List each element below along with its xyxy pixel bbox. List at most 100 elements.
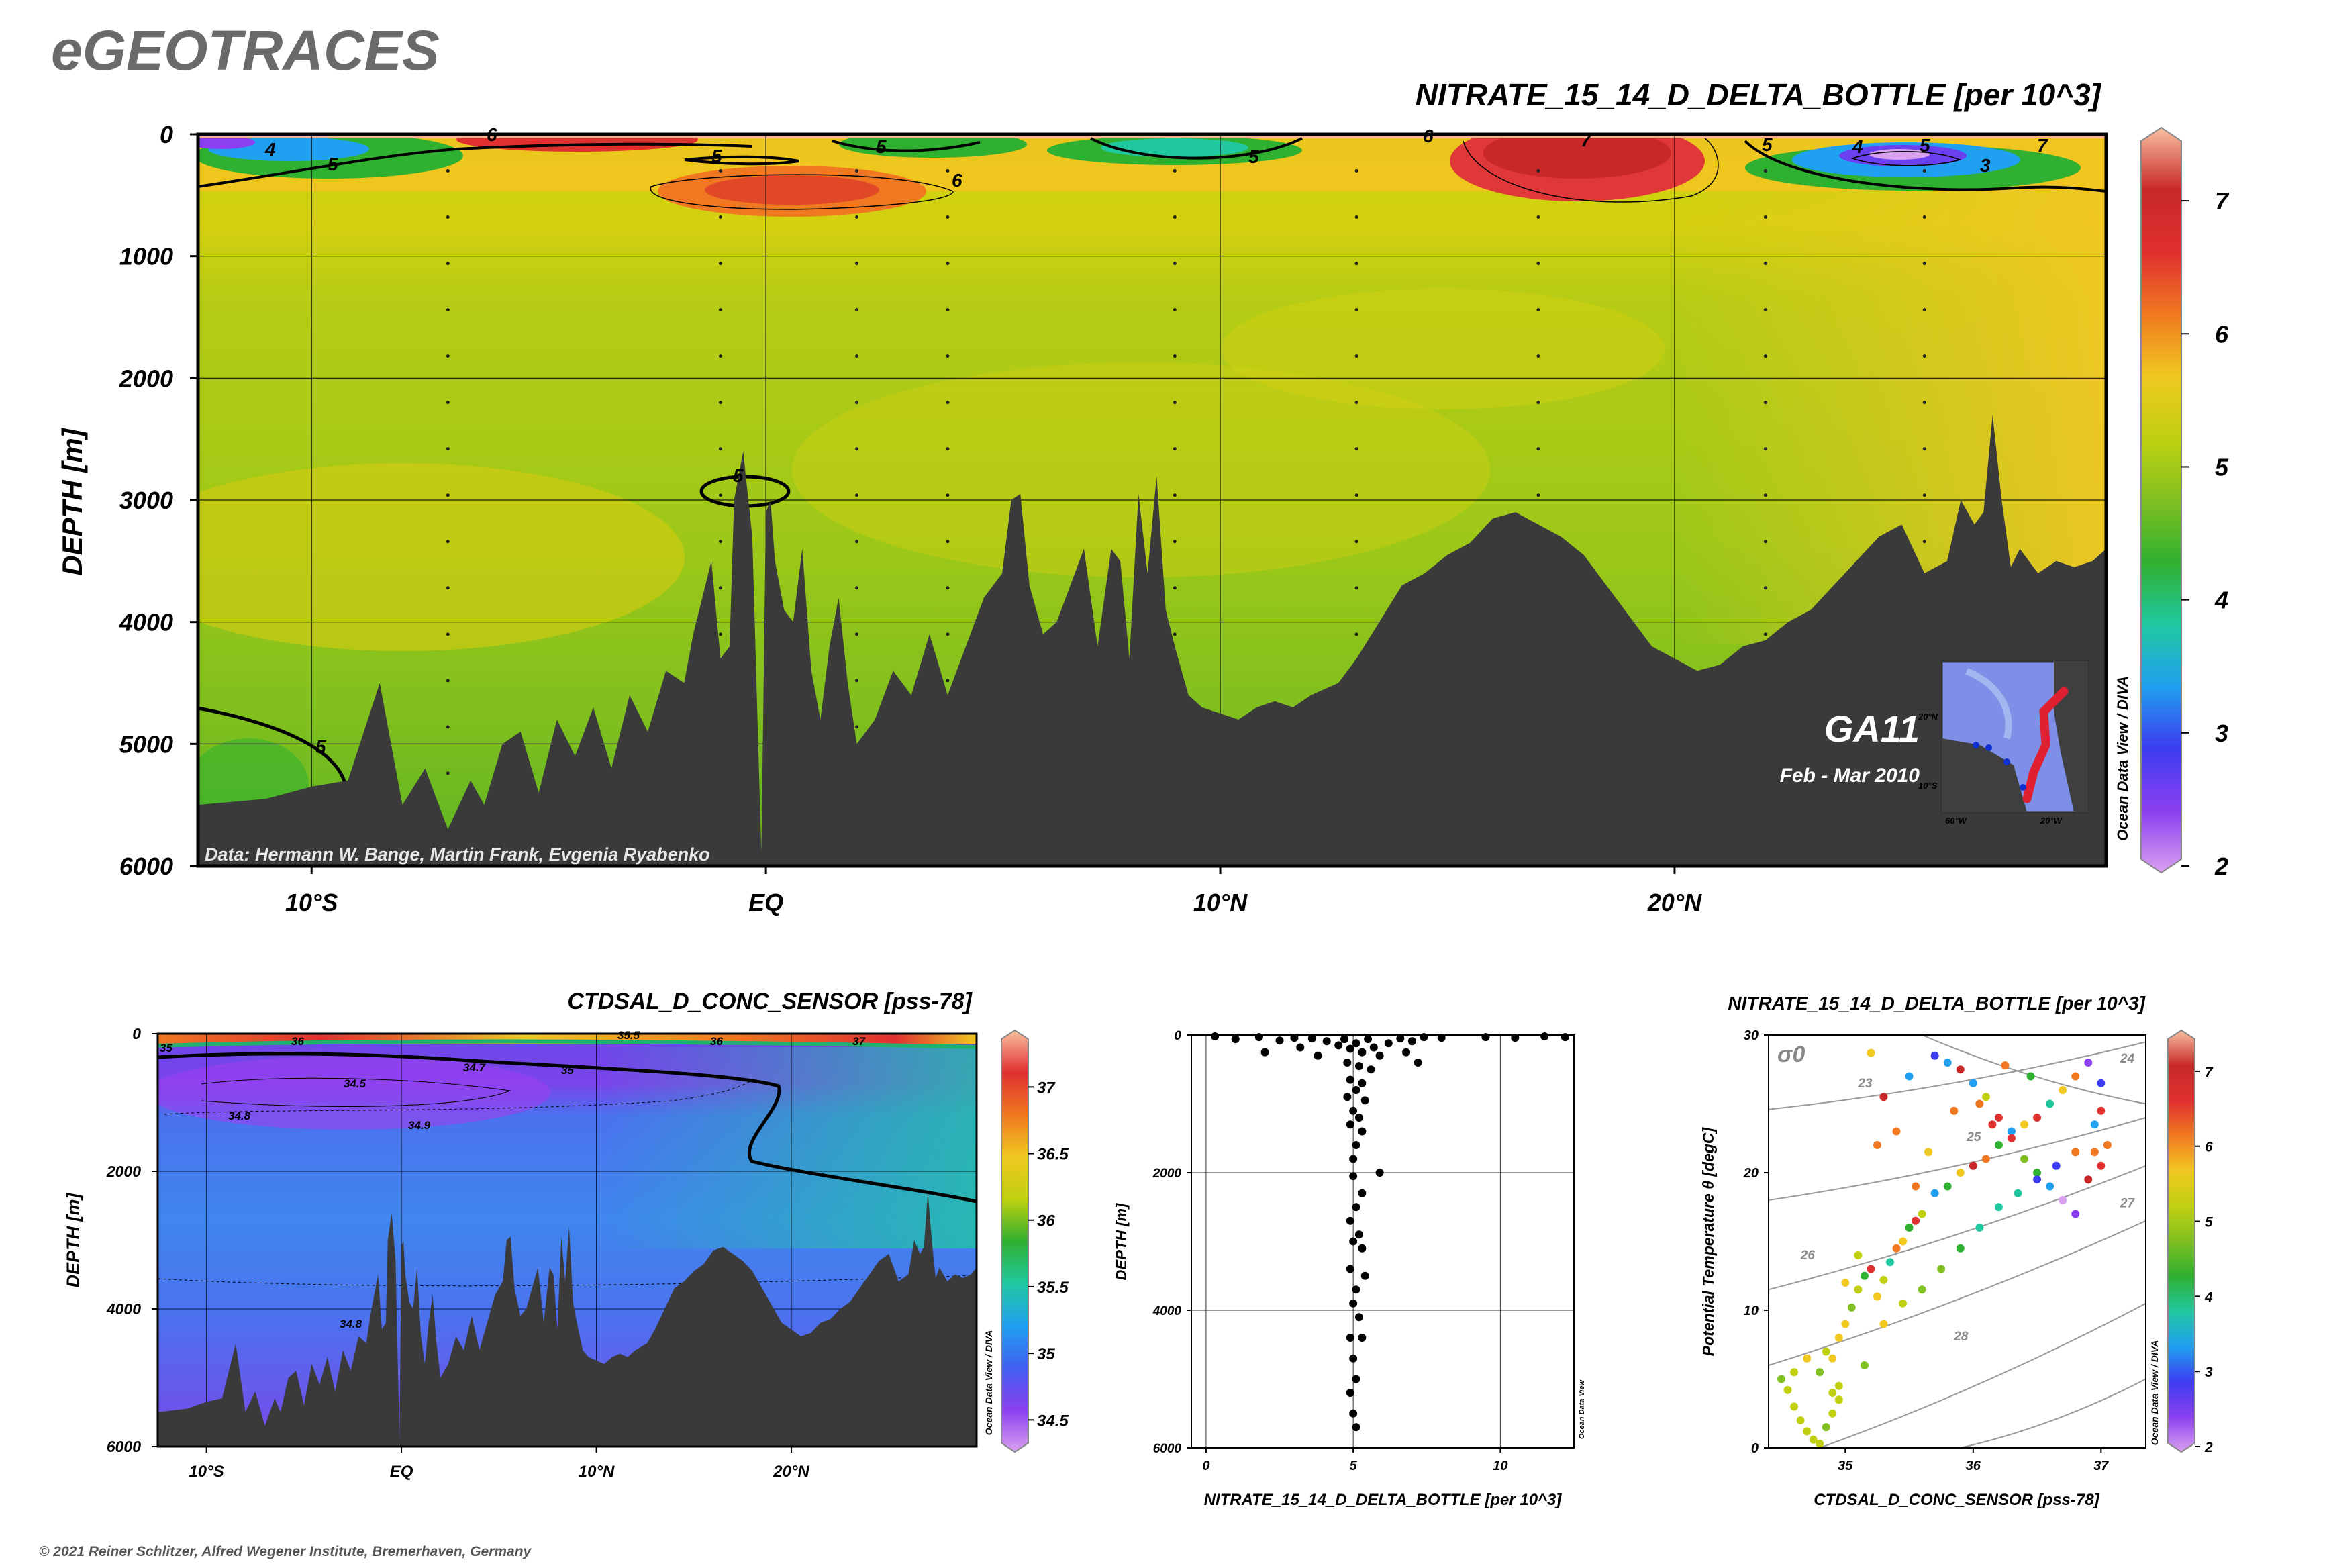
station-dot (1536, 308, 1540, 312)
contour-label: 35.5 (617, 1029, 640, 1042)
ts-point (1803, 1354, 1812, 1363)
x-tick-label: EQ (390, 1463, 413, 1481)
station-dot (1354, 401, 1358, 405)
inset-label: 60°W (1945, 816, 1968, 826)
profile-point (1322, 1037, 1331, 1046)
main-y-axis: 0 1000 2000 3000 4000 5000 6000 (119, 121, 198, 880)
profile-point (1349, 1172, 1358, 1181)
ts-point (1994, 1203, 2003, 1212)
station-dot (446, 493, 450, 497)
ts-point (1879, 1275, 1888, 1284)
ts-point (1816, 1439, 1824, 1448)
x-tick-label: 10°N (579, 1463, 615, 1481)
profile-point (1211, 1032, 1220, 1041)
salinity-colorbar (1001, 1029, 1029, 1453)
ts-point (1892, 1127, 1901, 1136)
profile-point (1511, 1034, 1520, 1042)
ts-point (1847, 1303, 1856, 1312)
profile-point (1314, 1051, 1322, 1060)
main-field-patch-c (1222, 289, 1665, 409)
ts-diagram-chart: NITRATE_15_14_D_DELTA_BOTTLE [per 10^3] … (1699, 993, 2214, 1509)
salinity-x-axis: 10°S EQ 10°N 20°N (189, 1447, 810, 1481)
salinity-chart-title: CTDSAL_D_CONC_SENSOR [pss-78] (567, 989, 973, 1014)
y-tick-label: 6000 (107, 1438, 141, 1455)
ts-point (1873, 1292, 1881, 1301)
colorbar-tick-label: 34.5 (1037, 1412, 1069, 1430)
main-section-chart: NITRATE_15_14_D_DELTA_BOTTLE [per 10^3] (56, 77, 2230, 916)
inset-station-dot (2003, 758, 2010, 765)
contour-label: 35 (160, 1042, 172, 1055)
station-dot (446, 215, 450, 219)
salinity-contour-labels: 35 36 35.5 36 37 34.5 34.7 35 34.8 34.9 … (160, 1029, 866, 1330)
ts-point (1803, 1427, 1812, 1436)
station-dot (1173, 493, 1177, 497)
station-dot (946, 493, 950, 497)
station-dot (1354, 354, 1358, 358)
contour-6-east (1463, 138, 1719, 203)
colorbar-tick-label: 5 (2215, 453, 2229, 481)
ts-point (1956, 1065, 1965, 1074)
contour-label: 5 (315, 736, 326, 757)
station-dot (1354, 540, 1358, 544)
ts-y-axis-label: Potential Temperature θ [degC] (1699, 1126, 1717, 1356)
ts-point (1892, 1244, 1901, 1253)
ts-point (1854, 1285, 1863, 1294)
station-dot (855, 679, 859, 683)
isopycnal-line (1819, 1302, 2146, 1449)
ts-point (2046, 1099, 2054, 1108)
profile-point (1334, 1041, 1343, 1050)
station-dot (946, 632, 950, 636)
station-dot (1173, 540, 1177, 544)
station-dot (946, 262, 950, 266)
ts-point (1937, 1265, 1946, 1273)
profile-point (1384, 1039, 1393, 1048)
inset-south-america (1942, 738, 2027, 812)
station-dot (1763, 632, 1767, 636)
station-dot (446, 771, 450, 775)
ts-point (1899, 1299, 1908, 1308)
ts-point (1885, 1258, 1894, 1267)
x-tick-label: 10 (1493, 1459, 1507, 1473)
station-dot (1173, 169, 1177, 173)
x-tick-label: 10°S (285, 889, 338, 916)
contour-5-small (684, 155, 799, 166)
station-dot (718, 354, 722, 358)
colorbar-tick-label: 5 (2205, 1215, 2213, 1230)
profile-point (1420, 1033, 1428, 1042)
profile-point (1481, 1033, 1490, 1042)
ts-point (1796, 1416, 1805, 1424)
copyright-text: © 2021 Reiner Schlitzer, Alfred Wegener … (39, 1544, 532, 1559)
station-dot (1922, 215, 1926, 219)
isopycnal-line (1768, 1220, 2146, 1366)
station-dot (855, 447, 859, 451)
ts-colorbar (2167, 1029, 2195, 1453)
main-watermark: Ocean Data View / DIVA (2114, 676, 2131, 841)
salinity-surface-gradient (158, 1039, 977, 1049)
station-dot (1354, 308, 1358, 312)
station-dot (1536, 447, 1540, 451)
ts-isopycnal-labels: 23 24 25 26 27 28 (1800, 1052, 2136, 1344)
station-dot (1173, 401, 1177, 405)
y-tick-label: 0 (1751, 1441, 1759, 1456)
station-dot (718, 401, 722, 405)
station-dot (1173, 215, 1177, 219)
y-tick-label: 0 (132, 1025, 141, 1042)
ts-point (2020, 1155, 2029, 1163)
ts-point (1981, 1093, 1990, 1101)
station-dot (855, 493, 859, 497)
profile-point (1346, 1120, 1354, 1129)
station-dot (1354, 632, 1358, 636)
inset-label: 10°S (1918, 781, 1938, 791)
profile-point (1346, 1216, 1354, 1225)
isopycnal-label: 25 (1966, 1130, 1981, 1144)
profile-point (1396, 1034, 1405, 1043)
profile-point (1354, 1062, 1363, 1071)
ts-point (1860, 1271, 1869, 1280)
data-credit: Data: Hermann W. Bange, Martin Frank, Ev… (205, 844, 710, 865)
profile-point (1358, 1127, 1367, 1136)
station-dot (1922, 262, 1926, 266)
ts-point (1943, 1059, 1952, 1067)
station-dot (1354, 262, 1358, 266)
station-dot (446, 169, 450, 173)
station-dot (1922, 354, 1926, 358)
